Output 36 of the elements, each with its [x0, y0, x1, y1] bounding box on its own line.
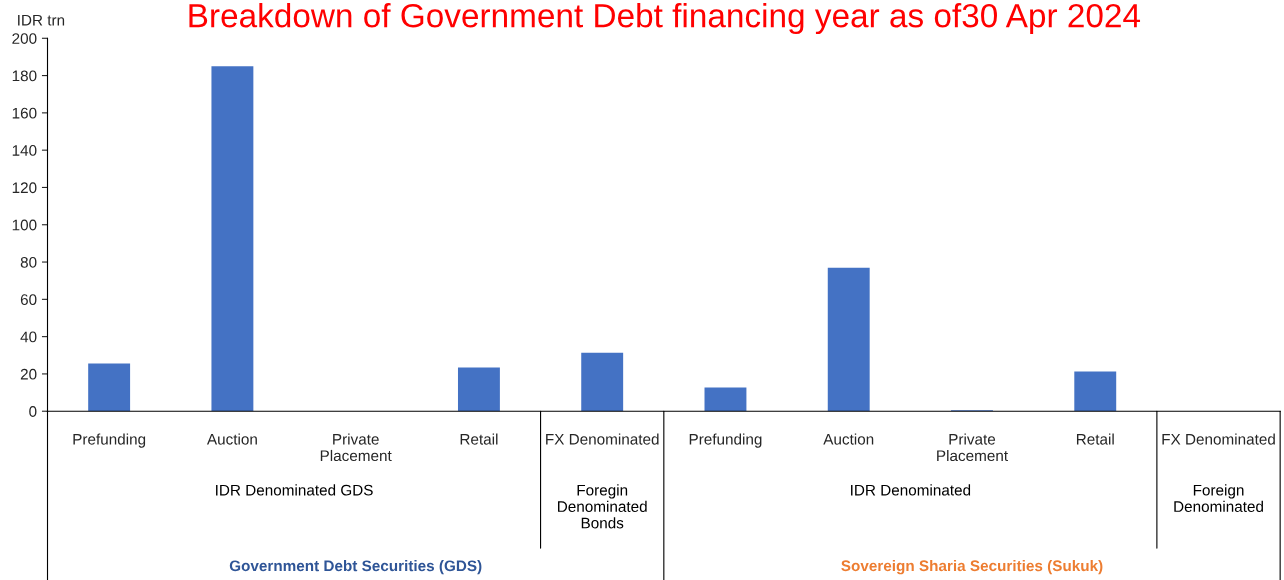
bar — [88, 363, 131, 412]
chart-title: Breakdown of Government Debt financing year as of30 Apr 2024 — [189, 3, 1141, 35]
text: Foreign Denominated — [1174, 484, 1263, 512]
y-tick-label: 60 — [20, 294, 37, 306]
y-tick-label: 40 — [20, 331, 37, 343]
y-tick-label: 20 — [20, 368, 37, 380]
x-tick-label: Auction — [823, 433, 874, 445]
text: Sovereign Sharia Securities (Sukuk) — [841, 559, 1103, 575]
text: Foregin Denominated Bonds — [558, 484, 647, 529]
y-tick-label: 120 — [12, 182, 37, 194]
text: IDR Denominated — [851, 484, 971, 496]
bar — [704, 387, 747, 412]
bar — [827, 267, 870, 412]
y-tick-label: 0 — [29, 406, 37, 417]
x-tick-label: Retail — [460, 433, 498, 445]
text: Government Debt Securities (GDS) — [229, 559, 482, 575]
x-tick-label: Auction — [206, 433, 257, 445]
x-tick-label: FX Denominated — [546, 433, 659, 445]
y-tick-label: 100 — [12, 219, 37, 231]
y-tick-label: 140 — [12, 145, 37, 156]
y-tick-label: 80 — [20, 256, 37, 268]
x-tick-label: Retail — [1076, 433, 1114, 445]
bar — [1074, 371, 1117, 412]
y-tick-label: 200 — [12, 33, 37, 44]
x-tick-label: Prefunding — [689, 433, 762, 448]
bar — [211, 66, 254, 412]
text: IDR Denominated GDS — [216, 484, 373, 496]
x-tick-label: Private Placement — [937, 433, 1008, 462]
y-axis-title: IDR trn — [18, 14, 65, 26]
y-tick-label: 180 — [12, 70, 37, 82]
bar — [581, 352, 624, 412]
x-tick-label: Prefunding — [73, 433, 146, 448]
x-tick-label: FX Denominated — [1162, 433, 1275, 445]
x-tick-label: Private Placement — [320, 433, 392, 462]
bar — [457, 367, 500, 412]
y-tick-label: 160 — [12, 107, 37, 119]
